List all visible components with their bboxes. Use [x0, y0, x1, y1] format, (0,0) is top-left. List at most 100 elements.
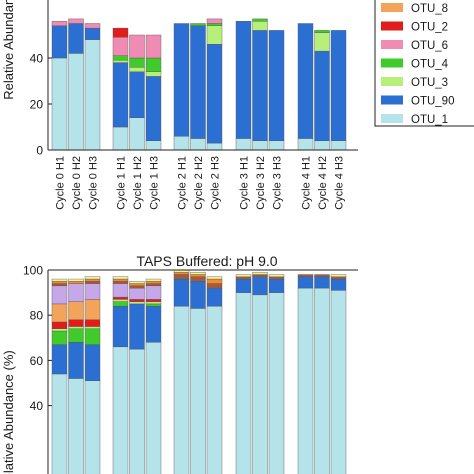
- bar-segment-otu-90: [112, 62, 129, 128]
- bar-segment-otu-1: [314, 140, 330, 150]
- bar-segment-otu-90: [314, 276, 330, 289]
- legend-label: OTU_4: [411, 59, 449, 71]
- bar-segment-otu-3: [145, 301, 162, 305]
- bar-segment-otu-4: [314, 30, 330, 33]
- bar-segment-otu-d: [190, 272, 206, 275]
- chart-panel-bottom: [51, 269, 347, 474]
- bar-stack-bottom-7: [190, 272, 206, 474]
- bar-segment-otu-90: [173, 23, 190, 137]
- bar-segment-otu-d: [206, 276, 223, 280]
- bar-stack-top-2: [84, 23, 101, 150]
- bar-segment-otu-6: [68, 18, 84, 24]
- legend-label: OTU_1: [411, 114, 448, 126]
- bar-segment-otu-6: [84, 23, 101, 29]
- bar-segment-otu-4: [51, 330, 68, 345]
- y-tick-label: 0: [36, 144, 43, 158]
- bars-top: [51, 18, 347, 150]
- bar-segment-otu-3: [129, 301, 145, 305]
- bar-segment-otu-1: [268, 292, 285, 474]
- bar-segment-otu-90: [330, 278, 347, 291]
- bar-stack-top-12: [297, 23, 314, 150]
- bar-segment-otu-d: [68, 278, 84, 282]
- bar-segment-otu-a: [68, 283, 84, 302]
- bar-segment-otu-c: [84, 278, 101, 282]
- bar-stack-bottom-8: [206, 276, 223, 474]
- bar-stack-top-6: [173, 23, 190, 150]
- bar-segment-otu-90: [145, 76, 162, 142]
- bar-segment-otu-1: [206, 305, 223, 474]
- bar-segment-otu-4: [68, 328, 84, 343]
- bar-segment-otu-1: [297, 287, 314, 474]
- y-tick-label: 100: [23, 264, 43, 278]
- bar-segment-otu-2: [112, 296, 129, 300]
- x-tick-label: Cycle 4 H3: [334, 156, 346, 210]
- bar-segment-otu-1: [252, 140, 268, 150]
- bar-segment-otu-b: [330, 276, 347, 280]
- y-tick-label: 80: [30, 309, 44, 323]
- bar-segment-otu-3: [84, 326, 101, 329]
- bar-segment-otu-90: [173, 278, 190, 307]
- bar-segment-otu-6: [112, 37, 129, 56]
- bar-segment-otu-1: [268, 140, 285, 150]
- legend-swatch: [381, 21, 403, 31]
- bar-segment-otu-b: [314, 274, 330, 277]
- bar-segment-otu-1: [330, 140, 347, 150]
- bar-segment-otu-3: [252, 21, 268, 31]
- bar-segment-otu-d: [112, 276, 129, 280]
- bar-segment-otu-90: [330, 30, 347, 142]
- bar-segment-otu-90: [252, 30, 268, 142]
- bar-segment-otu-c: [112, 278, 129, 282]
- bar-segment-otu-90: [190, 281, 206, 309]
- x-tick-label: Cycle 3 H2: [255, 156, 267, 210]
- bar-segment-otu-4: [145, 303, 162, 307]
- bar-segment-otu-d: [129, 281, 145, 284]
- bar-segment-otu-90: [235, 21, 252, 139]
- bar-segment-otu-1: [68, 53, 84, 150]
- bar-stack-top-10: [252, 18, 268, 150]
- bar-segment-otu-1: [112, 126, 129, 150]
- bar-segment-otu-90: [190, 25, 206, 139]
- bar-segment-otu-b: [206, 283, 223, 289]
- x-tick-label: Cycle 2 H1: [177, 156, 189, 210]
- bar-segment-otu-d: [51, 278, 68, 282]
- bar-segment-otu-2: [112, 27, 129, 38]
- bar-segment-otu-c: [68, 281, 84, 284]
- bar-segment-otu-1: [68, 378, 84, 474]
- bar-segment-otu-8: [51, 303, 68, 323]
- bar-segment-otu-c: [51, 281, 68, 284]
- bar-segment-otu-6: [145, 34, 162, 59]
- bar-segment-otu-90: [297, 276, 314, 289]
- bar-segment-otu-a: [129, 287, 145, 300]
- bar-segment-otu-4: [84, 328, 101, 345]
- bar-segment-otu-4: [190, 23, 206, 26]
- bar-segment-otu-a: [84, 283, 101, 300]
- bar-stack-bottom-9: [235, 274, 252, 474]
- x-tick-label: Cycle 4 H1: [301, 156, 313, 210]
- bar-segment-otu-90: [112, 305, 129, 348]
- bar-segment-otu-1: [145, 140, 162, 150]
- bar-segment-otu-1: [190, 308, 206, 474]
- bar-stack-bottom-13: [314, 274, 330, 474]
- bar-segment-otu-1: [129, 117, 145, 150]
- chart-panel-top: [51, 18, 347, 150]
- bar-segment-otu-1: [84, 380, 101, 474]
- bar-segment-otu-3: [314, 32, 330, 52]
- bar-segment-otu-c: [129, 283, 145, 287]
- bar-stack-top-5: [145, 34, 162, 150]
- legend-swatch: [381, 40, 403, 49]
- bar-segment-otu-b: [112, 281, 129, 284]
- bar-segment-otu-b: [252, 274, 268, 277]
- bar-stack-bottom-0: [51, 278, 68, 474]
- bar-segment-otu-1: [330, 290, 347, 474]
- bar-segment-otu-90: [268, 278, 285, 293]
- bar-segment-otu-1: [129, 348, 145, 474]
- bar-segment-otu-3: [112, 60, 129, 63]
- bar-segment-otu-2: [51, 321, 68, 329]
- bar-segment-otu-3: [51, 328, 68, 332]
- y-tick-label: 40: [30, 399, 44, 413]
- legend-label: OTU_3: [411, 77, 448, 89]
- bar-stack-top-14: [330, 30, 347, 150]
- legend: OTU_8 OTU_2 OTU_6 OTU_4 OTU_3 OTU_90 OTU_1: [374, 0, 474, 127]
- bar-segment-otu-4: [129, 57, 145, 68]
